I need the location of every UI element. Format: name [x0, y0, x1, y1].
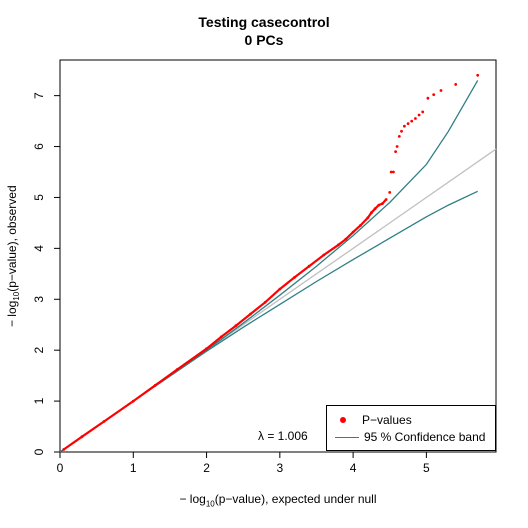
legend-item-pvalues: P−values	[335, 412, 412, 428]
chart-subtitle: 0 PCs	[244, 32, 284, 48]
pvalue-point	[400, 129, 403, 133]
y-tick-label: 3	[32, 296, 46, 303]
y-axis-label: − log10(p−value), observed	[4, 185, 22, 328]
legend-item-confidence-band: 95 % Confidence band	[335, 429, 485, 445]
pvalue-point	[421, 110, 425, 114]
ci-upper-line	[59, 80, 479, 453]
x-tick-label: 0	[57, 461, 64, 475]
pvalue-point	[397, 135, 401, 138]
pvalue-point	[403, 124, 406, 128]
legend-label-confidence-band: 95 % Confidence band	[364, 430, 486, 444]
y-tick-label: 6	[32, 143, 46, 150]
legend-label-pvalues: P−values	[362, 413, 412, 427]
pvalue-point	[414, 117, 417, 120]
pvalue-point	[395, 145, 399, 148]
pvalue-point-trace	[63, 198, 387, 451]
pvalue-point	[439, 89, 443, 92]
pvalue-point	[394, 150, 397, 154]
x-tick-label: 4	[350, 461, 357, 475]
pvalue-point	[392, 170, 395, 174]
y-tick-label: 1	[32, 397, 46, 404]
pvalue-point	[410, 119, 414, 123]
pvalue-point	[454, 83, 458, 86]
y-tick-label: 7	[32, 92, 46, 99]
pvalue-point	[432, 93, 436, 96]
chart-title: Testing casecontrol	[198, 14, 330, 30]
pvalue-point	[389, 170, 393, 174]
pvalue-point	[388, 191, 392, 194]
lambda-annotation: λ = 1.006	[258, 429, 308, 443]
x-tick-label: 1	[130, 461, 137, 475]
x-tick-label: 2	[203, 461, 210, 475]
ci-lower-line	[59, 190, 478, 453]
pvalue-point	[476, 73, 480, 77]
x-tick-label: 5	[423, 461, 430, 475]
y-tick-label: 0	[32, 448, 46, 455]
x-tick-label: 3	[276, 461, 283, 475]
pvalue-point	[417, 113, 421, 117]
x-axis-label: − log10(p−value), expected under null	[179, 492, 377, 509]
plot-frame	[59, 59, 497, 453]
y-tick-label: 5	[32, 194, 46, 201]
pvalue-point	[406, 122, 410, 125]
legend: P−values 95 % Confidence band	[326, 405, 496, 451]
legend-line-marker	[335, 436, 359, 438]
legend-point-marker	[340, 417, 346, 423]
y-tick-label: 4	[32, 245, 46, 252]
y-tick-label: 2	[32, 347, 46, 354]
pvalue-point	[426, 96, 430, 100]
